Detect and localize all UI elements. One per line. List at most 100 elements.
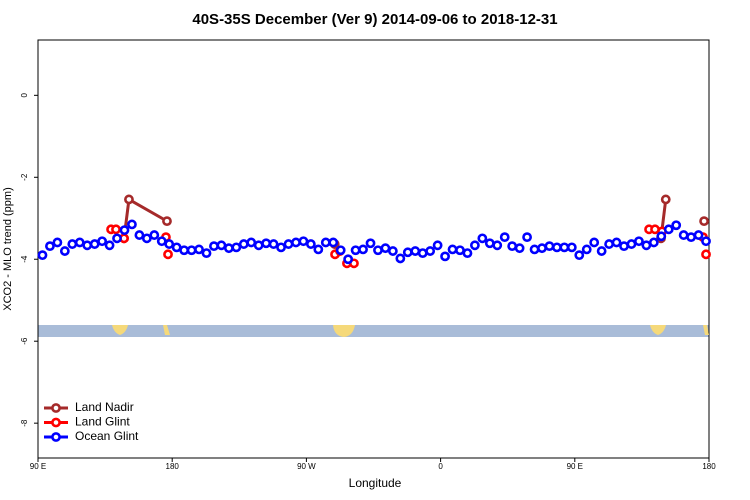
legend-label: Land Glint — [75, 415, 130, 429]
data-point — [663, 224, 674, 235]
data-point — [447, 244, 458, 255]
data-point — [162, 216, 172, 227]
data-point — [611, 237, 622, 248]
data-point — [581, 244, 592, 255]
y-tick-label: -2 — [20, 173, 29, 181]
data-point — [276, 242, 286, 253]
data-point — [686, 232, 697, 243]
data-point — [544, 241, 555, 252]
legend-marker — [51, 403, 61, 413]
data-point — [141, 233, 152, 244]
data-point — [246, 237, 257, 248]
data-point — [104, 240, 115, 251]
data-point — [656, 231, 667, 242]
land-blob — [112, 325, 128, 335]
data-point — [522, 232, 532, 243]
data-point — [52, 237, 63, 248]
data-point — [671, 220, 682, 231]
data-point — [163, 249, 173, 260]
data-point — [455, 245, 465, 256]
y-tick-label: 0 — [20, 93, 29, 98]
data-point — [387, 246, 398, 256]
y-tick-label: -4 — [20, 255, 29, 263]
data-point — [298, 236, 309, 247]
data-point — [231, 242, 242, 253]
data-point — [514, 243, 525, 254]
data-point — [223, 243, 234, 254]
legend-label: Ocean Glint — [75, 429, 139, 443]
data-point — [37, 250, 48, 261]
x-tick-label: 180 — [166, 462, 180, 471]
x-tick-label: 180 — [702, 462, 716, 471]
data-point — [417, 248, 428, 258]
data-point — [119, 225, 130, 236]
data-point — [566, 242, 577, 253]
data-point — [559, 242, 570, 253]
data-point — [365, 238, 376, 249]
data-point — [462, 248, 473, 258]
data-point — [238, 239, 249, 249]
data-point — [253, 240, 264, 251]
data-point — [699, 216, 709, 227]
land-blob — [703, 325, 709, 335]
data-point — [216, 240, 227, 251]
data-point — [82, 240, 93, 251]
land-blob — [333, 325, 355, 337]
data-point — [305, 239, 316, 249]
data-point — [596, 246, 607, 256]
data-point — [589, 237, 600, 248]
data-point — [134, 230, 145, 240]
data-point — [552, 242, 562, 253]
data-point — [201, 248, 212, 258]
x-tick-label: 90 W — [297, 462, 316, 471]
land-strip — [38, 325, 709, 337]
data-point — [641, 240, 652, 251]
data-point — [111, 224, 121, 235]
data-point — [484, 238, 495, 249]
data-point — [634, 236, 644, 247]
data-point — [440, 251, 450, 262]
data-point — [678, 230, 689, 240]
data-point — [537, 243, 547, 254]
data-point — [425, 246, 436, 256]
data-point — [97, 236, 108, 247]
data-point — [529, 244, 540, 255]
data-point — [626, 239, 637, 249]
legend-marker — [51, 417, 61, 428]
data-point — [693, 230, 704, 240]
land-band — [38, 325, 709, 337]
x-axis-label: Longitude — [349, 476, 402, 490]
data-point — [619, 241, 629, 252]
y-tick-label: -8 — [20, 419, 29, 427]
data-point — [156, 236, 167, 247]
data-point — [320, 237, 331, 248]
data-point — [395, 253, 406, 264]
x-tick-label: 90 E — [567, 462, 583, 471]
data-point — [45, 241, 55, 252]
data-point — [701, 249, 711, 260]
legend-marker — [51, 432, 61, 442]
data-point — [164, 239, 175, 249]
data-point — [313, 244, 324, 255]
data-point — [112, 233, 122, 244]
land-blob — [650, 325, 666, 335]
data-point — [283, 239, 294, 249]
data-point — [343, 254, 354, 265]
data-point — [171, 242, 182, 253]
data-point — [328, 237, 339, 248]
y-axis-label: XCO2 - MLO trend (ppm) — [2, 187, 14, 310]
data-point — [89, 239, 100, 249]
series-line — [124, 199, 704, 238]
data-point — [499, 232, 510, 243]
data-point — [209, 241, 219, 252]
legend-label: Land Nadir — [75, 400, 134, 414]
data-point — [186, 245, 197, 256]
data-point — [373, 245, 383, 256]
chart-title: 40S-35S December (Ver 9) 2014-09-06 to 2… — [192, 11, 557, 28]
data-point — [432, 240, 443, 251]
land-blob — [163, 325, 170, 335]
data-point — [469, 240, 480, 251]
data-point — [648, 237, 659, 248]
data-point — [477, 233, 488, 244]
